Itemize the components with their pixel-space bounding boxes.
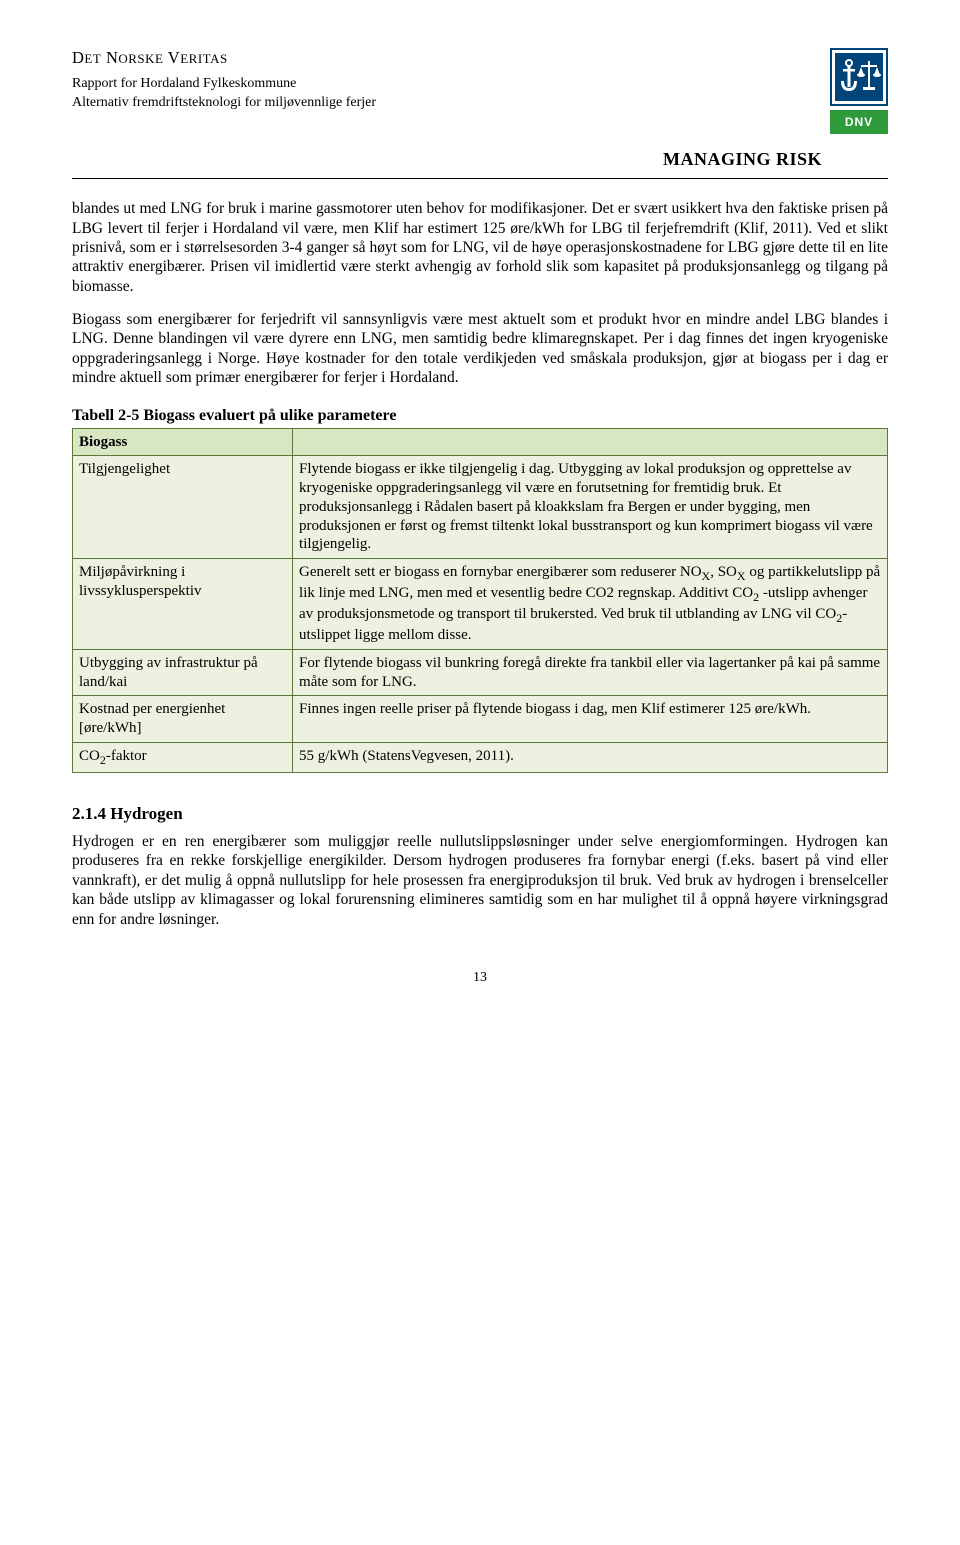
row-value: 55 g/kWh (StatensVegvesen, 2011). — [293, 742, 888, 772]
hydrogen-paragraph: Hydrogen er en ren energibærer som mulig… — [72, 832, 888, 929]
row-value: Finnes ingen reelle priser på flytende b… — [293, 696, 888, 743]
row-label: Miljøpåvirkning i livssyklusperspektiv — [73, 559, 293, 650]
table-title: Tabell 2-5 Biogass evaluert på ulike par… — [72, 406, 888, 426]
row-label: Kostnad per energienhet [øre/kWh] — [73, 696, 293, 743]
page-number: 13 — [72, 969, 888, 987]
row-label: Tilgjengelighet — [73, 456, 293, 559]
org-name: DET NORSKE VERITAS — [72, 48, 830, 69]
table-header-empty — [293, 428, 888, 456]
header-rule — [72, 178, 888, 179]
dnv-wordmark-icon: DNV — [830, 110, 888, 134]
table-row: Kostnad per energienhet [øre/kWh] Finnes… — [73, 696, 888, 743]
table-row: Tilgjengelighet Flytende biogass er ikke… — [73, 456, 888, 559]
dnv-anchor-logo-icon — [830, 48, 888, 106]
row-label: Utbygging av infrastruktur på land/kai — [73, 649, 293, 696]
body-paragraph-2: Biogass som energibærer for ferjedrift v… — [72, 310, 888, 388]
report-line-2: Alternativ fremdriftsteknologi for miljø… — [72, 94, 830, 112]
row-label: CO2-faktor — [73, 742, 293, 772]
body-paragraph-1: blandes ut med LNG for bruk i marine gas… — [72, 199, 888, 296]
section-heading-hydrogen: 2.1.4 Hydrogen — [72, 803, 888, 824]
row-value: Generelt sett er biogass en fornybar ene… — [293, 559, 888, 650]
table-row: CO2-faktor 55 g/kWh (StatensVegvesen, 20… — [73, 742, 888, 772]
table-header-label: Biogass — [73, 428, 293, 456]
row-value: Flytende biogass er ikke tilgjengelig i … — [293, 456, 888, 559]
table-row: Utbygging av infrastruktur på land/kai F… — [73, 649, 888, 696]
page-header: DET NORSKE VERITAS Rapport for Hordaland… — [72, 48, 888, 170]
biogass-table: Biogass Tilgjengelighet Flytende biogass… — [72, 428, 888, 773]
table-row: Miljøpåvirkning i livssyklusperspektiv G… — [73, 559, 888, 650]
header-left: DET NORSKE VERITAS Rapport for Hordaland… — [72, 48, 830, 170]
header-right: DNV — [830, 48, 888, 134]
managing-risk-label: MANAGING RISK — [72, 148, 822, 171]
report-line-1: Rapport for Hordaland Fylkeskommune — [72, 75, 830, 93]
row-value: For flytende biogass vil bunkring foregå… — [293, 649, 888, 696]
table-header-row: Biogass — [73, 428, 888, 456]
